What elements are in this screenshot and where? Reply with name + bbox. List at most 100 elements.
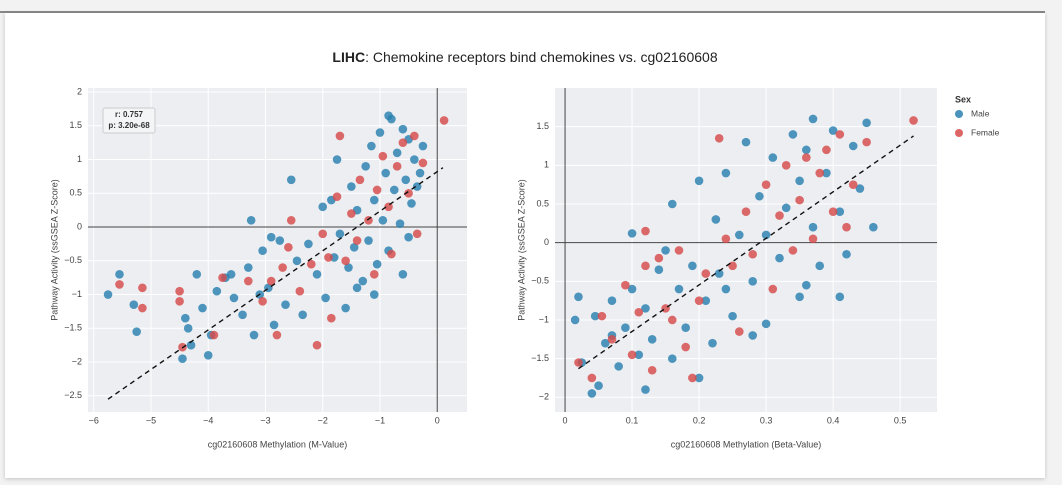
y-tick-label: −1 bbox=[539, 314, 549, 324]
y-axis-title: Pathway Activity (ssGSEA Z-Score) bbox=[49, 179, 59, 321]
y-tick-label: 0.5 bbox=[69, 188, 82, 198]
point bbox=[647, 335, 657, 344]
point bbox=[734, 230, 744, 240]
point bbox=[358, 276, 368, 286]
x-axis-title: cg02160608 Methylation (Beta-Value) bbox=[671, 439, 821, 449]
point bbox=[674, 246, 684, 255]
point bbox=[415, 168, 425, 178]
point bbox=[418, 158, 428, 168]
point bbox=[734, 327, 744, 336]
point bbox=[721, 234, 731, 244]
point bbox=[269, 320, 279, 330]
point bbox=[341, 256, 350, 266]
point bbox=[352, 283, 362, 293]
point bbox=[284, 243, 293, 252]
point bbox=[132, 327, 141, 336]
point bbox=[295, 286, 305, 296]
point bbox=[647, 365, 657, 375]
point bbox=[594, 381, 603, 391]
point bbox=[815, 168, 825, 178]
point bbox=[398, 138, 408, 147]
x-tick-label: 0.5 bbox=[894, 415, 907, 425]
point bbox=[395, 219, 405, 228]
point bbox=[244, 263, 253, 272]
point bbox=[244, 276, 253, 286]
annotation-box bbox=[102, 107, 156, 134]
point bbox=[286, 175, 296, 185]
x-tick-label: 0 bbox=[435, 415, 440, 425]
point bbox=[175, 286, 184, 296]
point bbox=[711, 215, 721, 224]
point bbox=[412, 229, 422, 239]
point bbox=[258, 246, 267, 255]
point bbox=[701, 296, 711, 305]
point bbox=[835, 130, 845, 139]
trendline bbox=[578, 135, 914, 370]
y-tick-label: −1.5 bbox=[531, 353, 549, 363]
top-band bbox=[0, 0, 1062, 12]
point bbox=[708, 338, 717, 348]
point bbox=[389, 185, 399, 195]
y-tick-label: 1.5 bbox=[536, 121, 549, 131]
point bbox=[439, 116, 449, 125]
point bbox=[828, 207, 838, 217]
point bbox=[654, 253, 664, 263]
point bbox=[335, 131, 345, 141]
point bbox=[375, 128, 385, 137]
point bbox=[347, 182, 356, 191]
point bbox=[238, 310, 247, 320]
point bbox=[661, 246, 670, 255]
legend-marker bbox=[955, 110, 963, 118]
y-axis-title: Pathway Activity (ssGSEA Z-Score) bbox=[516, 179, 526, 321]
point bbox=[694, 373, 704, 383]
point bbox=[842, 222, 851, 232]
point bbox=[808, 234, 818, 244]
point bbox=[306, 259, 316, 269]
point bbox=[249, 330, 259, 340]
x-tick-label: −4 bbox=[203, 415, 213, 425]
point bbox=[909, 116, 918, 125]
x-tick-label: −3 bbox=[260, 415, 270, 425]
point bbox=[387, 249, 396, 259]
point bbox=[367, 141, 376, 151]
y-tick-label: 0 bbox=[77, 221, 82, 231]
point bbox=[862, 118, 871, 128]
y-tick-label: −1.5 bbox=[64, 323, 82, 333]
point bbox=[701, 269, 711, 278]
point bbox=[352, 236, 362, 245]
point bbox=[407, 199, 416, 208]
point bbox=[275, 236, 285, 245]
point bbox=[298, 310, 307, 320]
point bbox=[634, 307, 644, 317]
point bbox=[614, 362, 623, 371]
point bbox=[835, 292, 845, 302]
point bbox=[869, 222, 878, 232]
x-axis-title: cg02160608 Methylation (M-Value) bbox=[208, 439, 347, 449]
point bbox=[781, 161, 791, 170]
point bbox=[364, 236, 373, 245]
point bbox=[621, 280, 630, 290]
point bbox=[641, 261, 650, 271]
point bbox=[183, 324, 193, 333]
point bbox=[788, 130, 798, 139]
point bbox=[335, 229, 345, 239]
x-tick-label: 0.2 bbox=[693, 415, 706, 425]
point bbox=[721, 284, 731, 294]
x-tick-label: 0.3 bbox=[760, 415, 773, 425]
y-tick-label: 1 bbox=[544, 160, 549, 170]
point bbox=[855, 184, 865, 193]
legend-title: Sex bbox=[955, 94, 971, 104]
point bbox=[741, 207, 751, 217]
x-tick-label: 0.1 bbox=[626, 415, 639, 425]
point bbox=[192, 270, 202, 279]
point bbox=[381, 168, 391, 178]
point bbox=[278, 263, 287, 272]
point bbox=[574, 358, 583, 367]
point bbox=[392, 148, 402, 158]
point bbox=[574, 292, 583, 302]
point bbox=[768, 153, 778, 162]
point bbox=[667, 315, 677, 325]
point bbox=[755, 191, 764, 201]
point bbox=[641, 226, 650, 236]
x-tick-label: −5 bbox=[146, 415, 156, 425]
